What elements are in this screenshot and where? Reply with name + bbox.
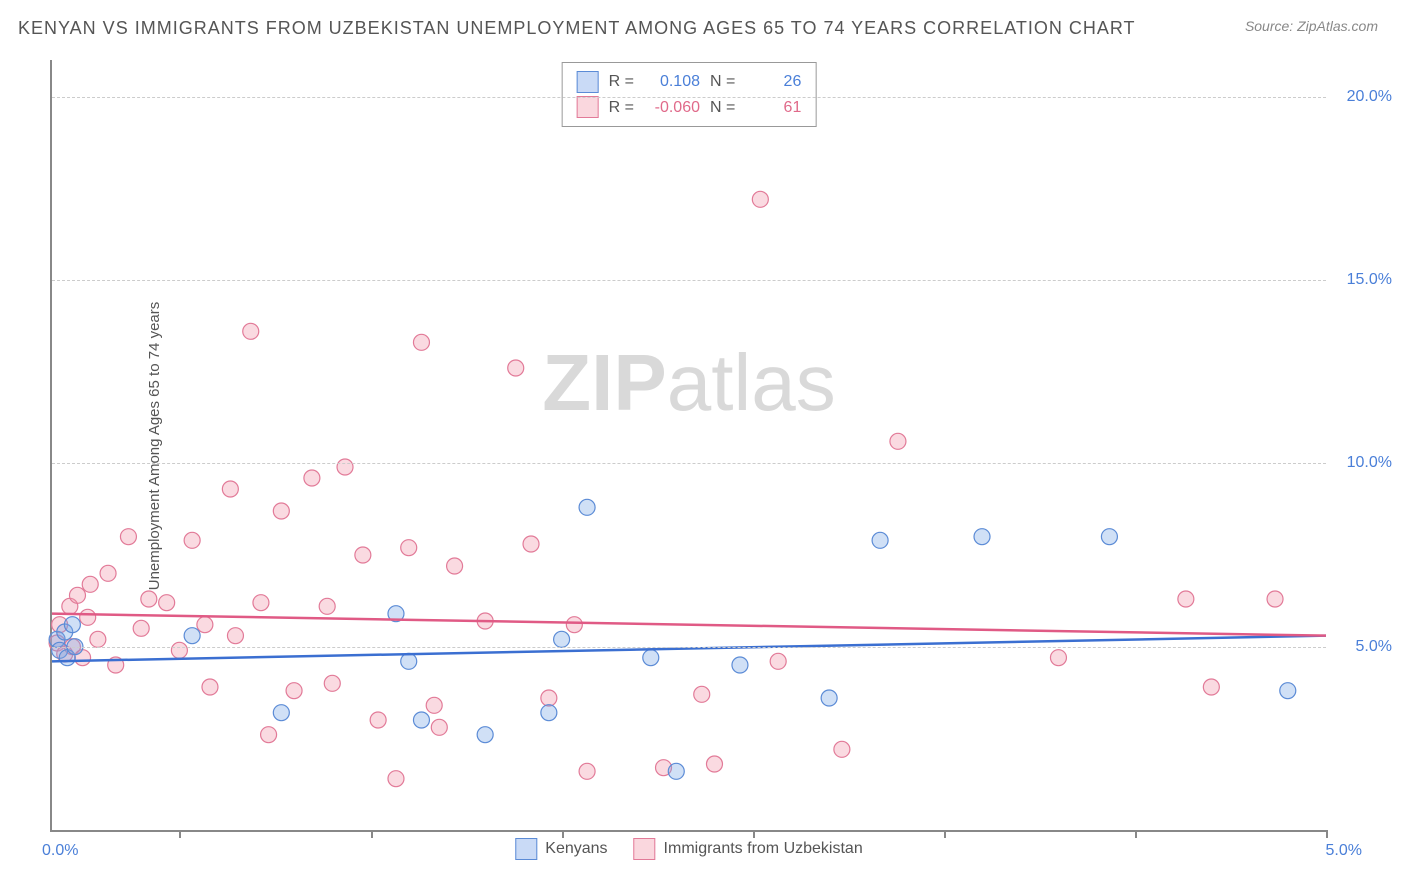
gridline [52,280,1326,281]
data-point [426,697,442,713]
data-point [890,433,906,449]
data-point [253,595,269,611]
data-point [261,727,277,743]
data-point [413,712,429,728]
data-point [508,360,524,376]
data-point [1203,679,1219,695]
x-tick [179,830,181,838]
data-point [69,587,85,603]
y-tick-label: 5.0% [1356,638,1392,656]
data-point [821,690,837,706]
legend: Kenyans Immigrants from Uzbekistan [515,838,862,860]
data-point [431,719,447,735]
data-point [133,620,149,636]
data-point [82,576,98,592]
data-point [80,609,96,625]
data-point [286,683,302,699]
x-tick [1326,830,1328,838]
data-point [477,727,493,743]
data-point [1267,591,1283,607]
data-point [202,679,218,695]
data-point [100,565,116,581]
legend-label: Kenyans [545,840,607,858]
data-point [304,470,320,486]
gridline [52,463,1326,464]
y-tick-label: 20.0% [1347,88,1392,106]
gridline [52,97,1326,98]
data-point [770,653,786,669]
data-point [752,191,768,207]
data-point [694,686,710,702]
data-point [171,642,187,658]
data-point [554,631,570,647]
data-point [273,503,289,519]
data-point [401,540,417,556]
data-point [159,595,175,611]
data-point [579,763,595,779]
data-point [974,529,990,545]
legend-item-kenyans: Kenyans [515,838,607,860]
data-point [370,712,386,728]
data-point [355,547,371,563]
chart-title: KENYAN VS IMMIGRANTS FROM UZBEKISTAN UNE… [18,18,1136,39]
x-tick [1135,830,1137,838]
y-tick-label: 10.0% [1347,454,1392,472]
data-point [1050,650,1066,666]
data-point [1101,529,1117,545]
legend-item-uzbekistan: Immigrants from Uzbekistan [634,838,863,860]
data-point [447,558,463,574]
x-axis-min-label: 0.0% [42,842,78,860]
swatch-icon [515,838,537,860]
data-point [872,532,888,548]
data-point [706,756,722,772]
x-tick [562,830,564,838]
data-point [184,532,200,548]
data-point [120,529,136,545]
data-point [732,657,748,673]
data-point [273,705,289,721]
scatter-plot-svg [52,60,1326,830]
data-point [1280,683,1296,699]
data-point [668,763,684,779]
data-point [643,650,659,666]
data-point [243,323,259,339]
data-point [324,675,340,691]
x-tick [371,830,373,838]
data-point [141,591,157,607]
data-point [834,741,850,757]
data-point [566,617,582,633]
swatch-icon [634,838,656,860]
data-point [388,771,404,787]
source-attribution: Source: ZipAtlas.com [1245,18,1378,34]
x-tick [944,830,946,838]
data-point [413,334,429,350]
data-point [319,598,335,614]
x-axis-max-label: 5.0% [1326,842,1362,860]
y-tick-label: 15.0% [1347,271,1392,289]
data-point [579,499,595,515]
data-point [523,536,539,552]
data-point [197,617,213,633]
data-point [184,628,200,644]
x-tick [753,830,755,838]
data-point [541,690,557,706]
data-point [1178,591,1194,607]
data-point [337,459,353,475]
data-point [64,617,80,633]
gridline [52,647,1326,648]
data-point [90,631,106,647]
chart-plot-area: ZIPatlas R = 0.108 N = 26 R = -0.060 N =… [50,60,1326,832]
legend-label: Immigrants from Uzbekistan [664,840,863,858]
data-point [227,628,243,644]
data-point [401,653,417,669]
data-point [541,705,557,721]
data-point [222,481,238,497]
